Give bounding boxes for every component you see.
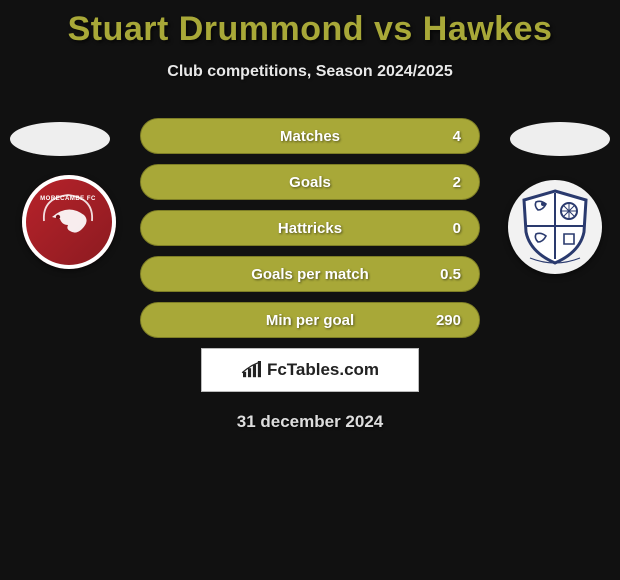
- stat-label: Goals: [199, 174, 421, 191]
- player-avatar-left: [10, 122, 110, 156]
- shrimp-crest-icon: MORECAMBE FC: [32, 185, 104, 257]
- stat-value: 2: [421, 174, 461, 191]
- stat-pill-min-per-goal: Min per goal 290: [140, 302, 480, 338]
- stat-label: Matches: [199, 128, 421, 145]
- stat-value: 0.5: [421, 266, 461, 283]
- page-title: Stuart Drummond vs Hawkes: [0, 0, 620, 49]
- stat-label: Min per goal: [199, 312, 421, 329]
- stat-pill-matches: Matches 4: [140, 118, 480, 154]
- bar-chart-icon: [241, 361, 263, 379]
- subtitle: Club competitions, Season 2024/2025: [0, 63, 620, 81]
- club-crest-left: MORECAMBE FC: [22, 175, 116, 269]
- stat-pill-goals-per-match: Goals per match 0.5: [140, 256, 480, 292]
- player-avatar-right: [510, 122, 610, 156]
- stat-pill-goals: Goals 2: [140, 164, 480, 200]
- brand-link[interactable]: FcTables.com: [201, 348, 419, 392]
- date-label: 31 december 2024: [140, 412, 480, 432]
- stat-value: 0: [421, 220, 461, 237]
- stat-value: 4: [421, 128, 461, 145]
- stats-container: Matches 4 Goals 2 Hattricks 0 Goals per …: [140, 118, 480, 432]
- stat-value: 290: [421, 312, 461, 329]
- stat-label: Hattricks: [199, 220, 421, 237]
- rovers-crest-icon: [514, 186, 596, 268]
- club-crest-right: [508, 180, 602, 274]
- svg-text:MORECAMBE FC: MORECAMBE FC: [40, 196, 96, 202]
- stat-pill-hattricks: Hattricks 0: [140, 210, 480, 246]
- brand-text: FcTables.com: [267, 360, 379, 380]
- stat-label: Goals per match: [199, 266, 421, 283]
